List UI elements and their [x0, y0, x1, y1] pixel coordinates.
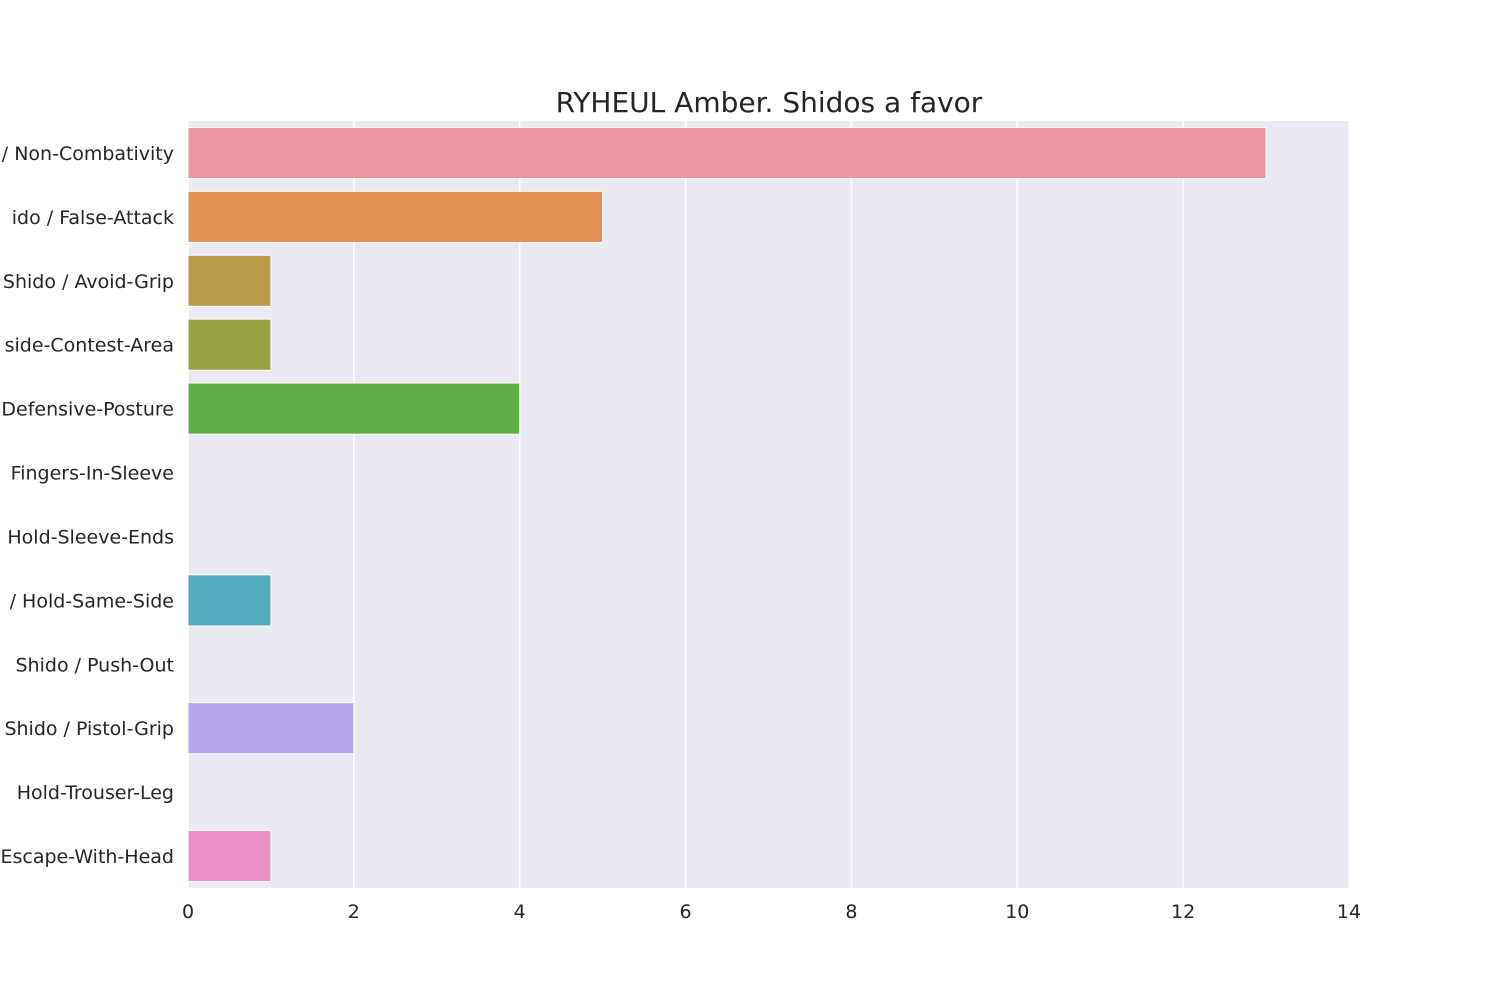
bar-4 [187, 382, 521, 435]
y-tick-label-10: Hold-Trouser-Leg [17, 782, 174, 804]
y-tick-label-5: Fingers-In-Sleeve [11, 463, 174, 485]
bar-7 [187, 574, 272, 627]
y-tick-label-0: / Non-Combativity [2, 143, 174, 165]
y-tick-label-2: Shido / Avoid-Grip [3, 271, 174, 293]
y-tick-label-4: Defensive-Posture [1, 399, 174, 421]
plot-area [188, 121, 1349, 888]
y-tick-label-6: Hold-Sleeve-Ends [7, 526, 174, 548]
x-tick-label-5: 10 [1005, 901, 1029, 923]
x-tick-label-7: 14 [1337, 901, 1361, 923]
x-tick-label-0: 0 [182, 901, 194, 923]
bar-1 [187, 190, 604, 243]
y-tick-label-11: Escape-With-Head [0, 846, 174, 868]
x-tick-label-4: 8 [845, 901, 857, 923]
x-tick-label-1: 2 [348, 901, 360, 923]
bar-3 [187, 318, 272, 371]
chart-title: RYHEUL Amber. Shidos a favor [556, 86, 983, 119]
bar-11 [187, 829, 272, 883]
y-tick-label-1: ido / False-Attack [12, 207, 174, 229]
gridlines [187, 121, 1350, 888]
y-tick-label-3: side-Contest-Area [5, 335, 174, 357]
x-tick-labels: 0 2 4 6 8 10 12 14 [182, 901, 1361, 923]
bar-0 [187, 126, 1267, 180]
bars [187, 126, 1267, 883]
x-tick-label-2: 4 [514, 901, 526, 923]
bar-2 [187, 254, 272, 307]
x-tick-label-6: 12 [1171, 901, 1195, 923]
y-tick-label-7: / Hold-Same-Side [10, 590, 174, 612]
bar-9 [187, 702, 355, 755]
y-tick-label-8: Shido / Push-Out [16, 654, 175, 676]
y-tick-labels: / Non-Combativity ido / False-Attack Shido… [0, 143, 174, 868]
y-tick-label-9: Shido / Pistol-Grip [4, 718, 174, 740]
x-tick-label-3: 6 [680, 901, 692, 923]
